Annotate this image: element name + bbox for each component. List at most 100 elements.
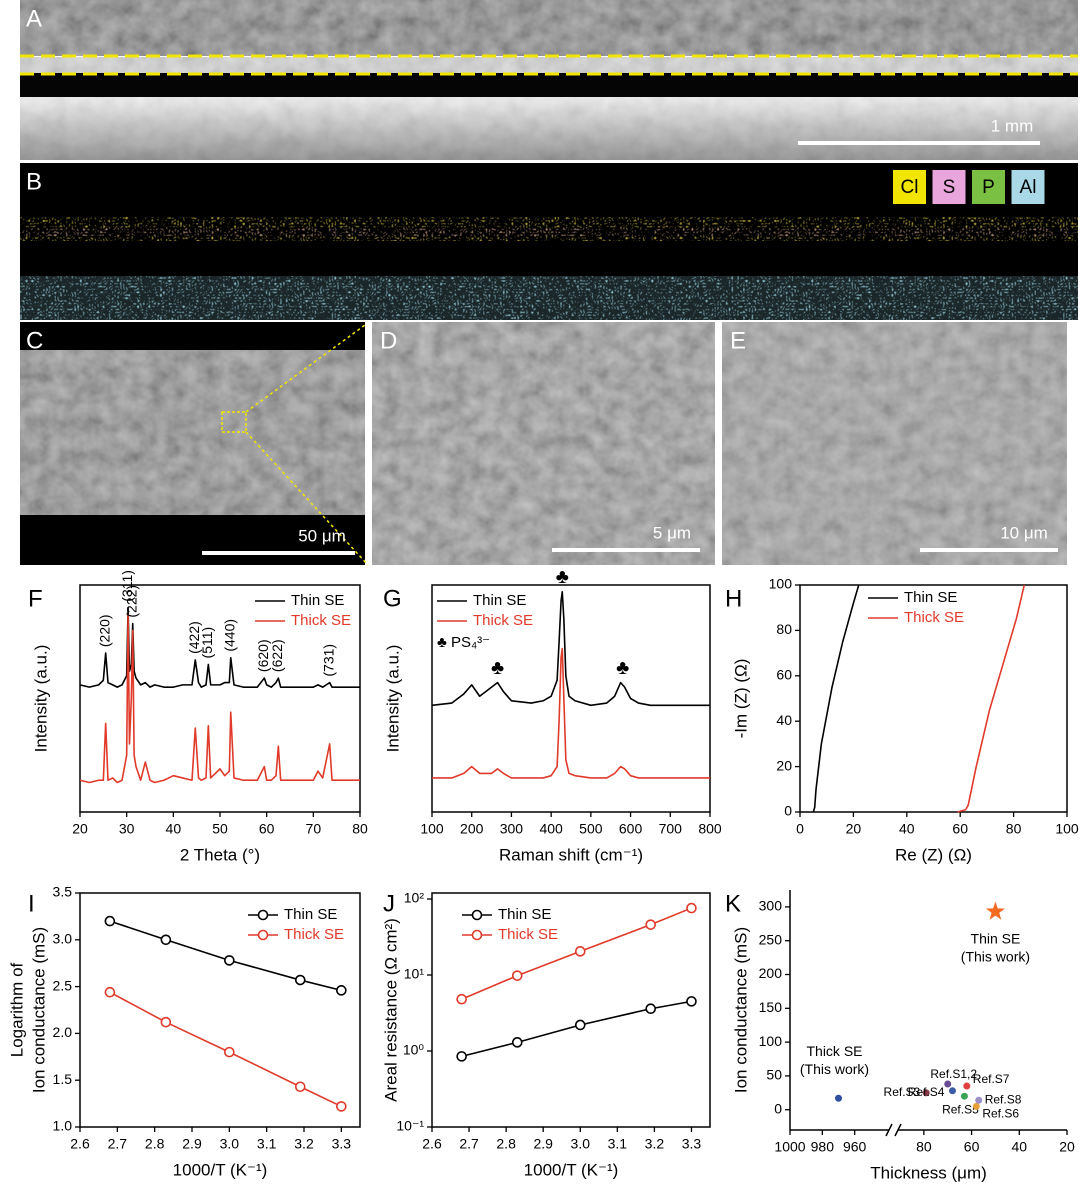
x-tick-label: 400 [539,821,563,837]
x-axis-label: Re (Z) (Ω) [895,845,972,864]
y-tick-label: 2.0 [53,1024,73,1040]
data-point [104,986,116,998]
x-tick-label: 40 [899,821,915,837]
x-tick-label: 50 [212,821,228,837]
peak-label: (731) [320,644,336,677]
data-point [574,1019,586,1031]
element-label: Cl [901,177,919,198]
point-label: Ref.S6 [982,1107,1019,1121]
peak-marker: ♣ [556,566,569,588]
element-label: Al [1020,177,1037,198]
point-label: Thin SE [971,930,1021,946]
data-point [686,902,697,914]
x-tick-label: 60 [259,821,275,837]
sem-texture [20,350,365,515]
data-point [686,996,697,1007]
x-tick-label: 0 [796,821,804,837]
x-tick-label: 100 [420,821,444,837]
peak-marker: ♣ [616,657,629,679]
data-point [294,1081,306,1093]
peak-label: (622) [269,639,285,672]
y-tick-label: 250 [759,931,783,947]
panel-b: B Cl S P Al [20,163,1078,320]
panel-d: 5 μm D [372,322,715,565]
y-tick-label: 20 [776,757,792,773]
x-tick-label: 2.6 [422,1136,442,1152]
series-line [812,584,860,813]
point-label: Ref.S3 [884,1085,921,1099]
x-tick-label: 960 [843,1139,867,1155]
legend-label: Thin SE [473,592,526,609]
series-line [432,647,710,779]
zoom-box [221,411,247,433]
x-axis-label: Thickness (μm) [870,1163,987,1182]
peak-label: (440) [221,619,237,652]
y-tick-label: 50 [766,1067,782,1083]
data-point [160,934,172,946]
legend-label: Thin SE [291,592,344,609]
element-swatch [1011,170,1045,204]
data-point [948,1087,956,1095]
data-point [922,1089,930,1097]
x-tick-label: 2.6 [70,1136,90,1152]
y-axis-label: Areal resistance (Ω cm²) [381,918,400,1102]
x-tick-label: 2.7 [459,1136,479,1152]
data-point [835,1094,842,1102]
data-point [160,1016,172,1028]
axis-break [894,1123,902,1137]
point-label: Ref.S4 [908,1085,945,1099]
y-tick-label: 40 [776,712,792,728]
y-axis-label: Ion conductance (mS) [29,927,48,1093]
element-swatch [972,170,1005,204]
panel-a: 1 mm A [20,0,1078,160]
legend-label: Thick SE [473,612,533,629]
panel-letter: B [26,168,42,195]
panel-letter: A [26,5,42,32]
axis-break [885,1123,893,1137]
x-tick-label: 800 [698,821,722,837]
x-tick-label: 980 [811,1139,835,1155]
data-point [336,985,347,996]
data-point [294,974,306,986]
y-axis-label: Logarithm of [7,962,26,1057]
x-tick-label: 3.1 [608,1136,628,1152]
x-tick-label: 40 [166,821,182,837]
x-tick-label: 2.8 [145,1136,165,1152]
y-tick-label: 1.0 [53,1118,73,1134]
x-tick-label: 200 [460,821,484,837]
panel-letter: F [28,585,43,612]
legend-label: Thick SE [498,926,558,943]
y-tick-label: 100 [769,576,793,592]
data-point [511,1037,523,1048]
x-tick-label: 2.8 [496,1136,516,1152]
point-label: (This work) [961,948,1030,964]
data-point [104,915,116,927]
legend-label: Thick SE [904,609,964,626]
point-label: Thick SE [806,1043,862,1059]
y-tick-label: 10² [404,890,425,906]
data-point [456,993,467,1005]
data-point [645,1003,656,1015]
scale-label: 50 μm [298,526,346,545]
data-point [336,1101,347,1112]
peak-label: (511) [199,627,215,659]
se-texture [20,57,1078,73]
peak-label: (620) [255,639,271,672]
y-axis-label: Intensity (a.u.) [383,645,402,753]
x-tick-label: 2.9 [182,1136,202,1152]
y-tick-label: 10¹ [404,966,425,982]
y-tick-label: 200 [759,965,783,981]
plot-frame [431,584,711,813]
data-point [985,901,1005,920]
plot-frame [799,584,1068,813]
series-line [79,606,360,688]
y-tick-label: 1.5 [53,1071,73,1087]
legend-marker [257,929,269,941]
panel-letter: H [725,585,742,612]
x-tick-label: 80 [916,1139,932,1155]
point-label: Ref.S7 [973,1072,1010,1086]
peak-label: (422) [186,621,202,654]
x-axis-label: 1000/T (K⁻¹) [524,1160,619,1179]
panel-c: 50 μm C [20,322,369,566]
